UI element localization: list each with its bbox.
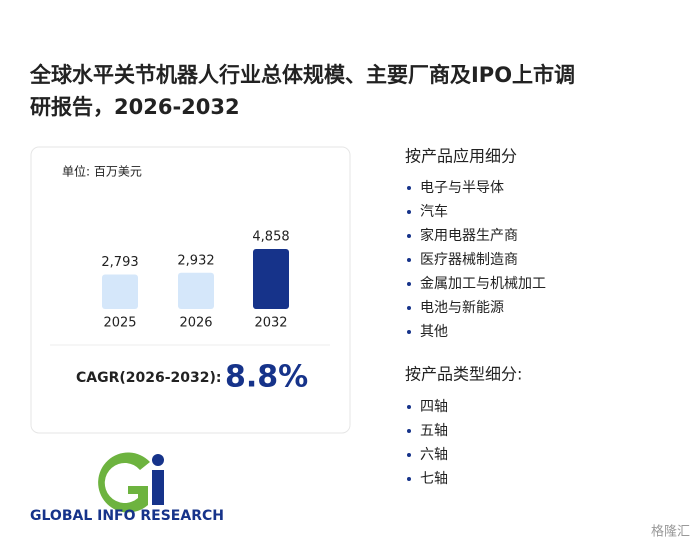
value-label: 4,858 [252,230,289,245]
cagr-value: 8.8% [225,360,308,395]
cagr-label: CAGR(2026-2032): [76,370,222,386]
bullet [407,477,411,481]
bar [102,274,138,309]
watermark: 格隆汇 [651,524,690,540]
list-item: 其他 [420,324,448,340]
list-item: 汽车 [420,203,448,220]
section-heading: 按产品类型细分: [405,365,522,384]
logo-g [98,452,150,513]
list-item: 电子与半导体 [420,180,504,196]
category-label: 2025 [103,316,136,331]
bullet [407,282,411,286]
list-item: 金属加工与机械加工 [420,276,546,292]
logo [98,452,164,513]
list-item: 医疗器械制造商 [420,252,518,268]
bullet [407,306,411,310]
bullet [407,210,411,214]
list-item: 电池与新能源 [420,300,504,316]
logo-i [152,470,164,505]
list-item: 家用电器生产商 [420,227,518,244]
logo-text: GLOBAL INFO RESEARCH [30,508,224,524]
title: 研报告，2026-2032 [30,95,240,119]
list-item: 四轴 [420,399,448,415]
bullet [407,234,411,238]
value-label: 2,932 [177,253,214,268]
bullet [407,405,411,409]
category-label: 2032 [254,316,287,331]
value-label: 2,793 [101,255,138,270]
bar [178,272,214,309]
title: 全球水平关节机器人行业总体规模、主要厂商及IPO上市调 [29,63,575,87]
section-heading: 按产品应用细分 [405,147,517,166]
list-item: 六轴 [420,447,448,463]
unit-label: 单位: 百万美元 [62,164,142,179]
logo-dot [152,454,164,466]
bullet [407,429,411,433]
bullet [407,186,411,190]
list-item: 五轴 [420,423,448,439]
category-label: 2026 [179,316,212,331]
bullet [407,330,411,334]
bullet [407,453,411,457]
bar [253,249,289,309]
bullet [407,258,411,262]
list-item: 七轴 [420,471,448,487]
